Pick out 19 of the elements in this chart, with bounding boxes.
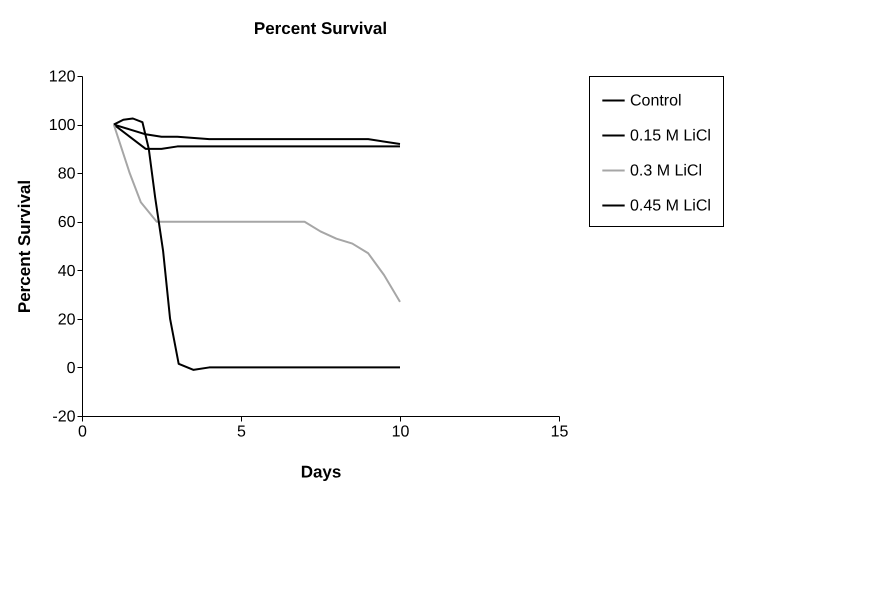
y-axis-title: Percent Survival [14,180,34,314]
chart-title: Percent Survival [254,19,388,38]
y-tick-label: -20 [52,408,76,426]
y-tick-label: 120 [48,68,76,86]
y-tick-label: 100 [48,117,76,134]
legend-label: 0.45 M LiCl [630,198,711,214]
x-tick-label: 5 [237,424,246,440]
y-tick-label: 20 [58,311,76,328]
x-tick-label: 10 [392,424,410,440]
legend-label: 0.3 M LiCl [630,162,702,180]
x-tick-label: 0 [78,424,88,440]
y-tick-label: 40 [58,262,76,280]
legend-label: Control [630,92,682,110]
x-tick-label: 15 [550,424,568,440]
y-tick-label: 0 [66,360,76,377]
y-tick-label: 60 [58,214,76,232]
y-tick-label: 80 [58,166,76,183]
x-axis-title: Days [300,462,342,482]
legend-label: 0.15 M LiCl [630,128,711,144]
